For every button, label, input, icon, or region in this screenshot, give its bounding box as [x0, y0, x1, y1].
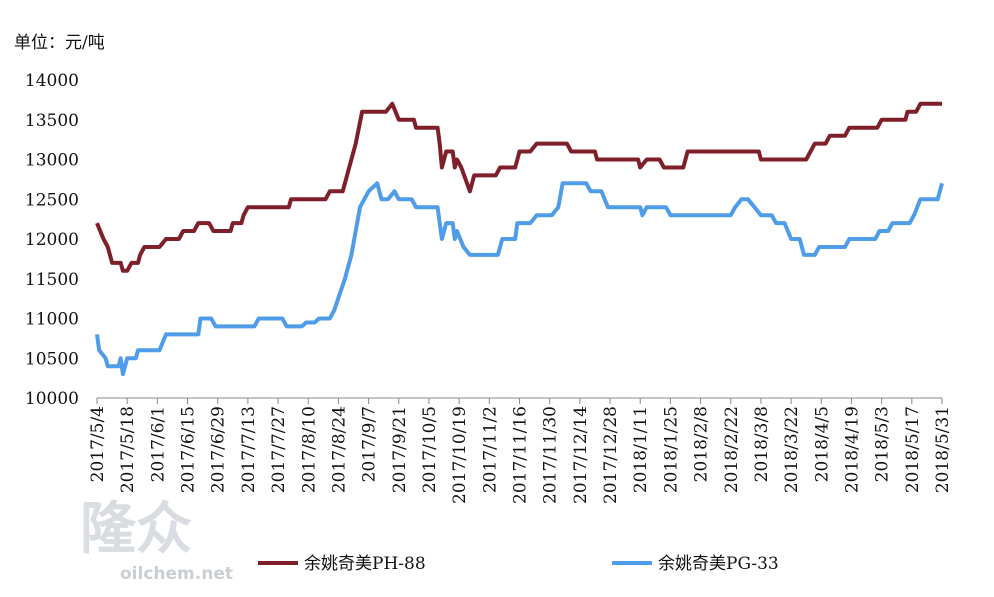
- y-tick-label: 12000: [25, 230, 79, 250]
- x-tick-label: 2017/7/27: [269, 406, 289, 493]
- y-tick-label: 12500: [25, 190, 79, 210]
- series-line: [95, 101, 942, 273]
- x-tick-label: 2017/11/30: [541, 406, 561, 504]
- x-tick-label: 2017/11/16: [511, 406, 531, 504]
- x-tick-label: 2017/6/29: [209, 406, 229, 493]
- x-tick-label: 2017/6/15: [179, 406, 199, 493]
- y-tick-label: 10500: [25, 349, 79, 369]
- x-tick-label: 2017/10/19: [450, 406, 470, 504]
- x-tick-label: 2018/3/22: [782, 406, 802, 493]
- y-tick-label: 10000: [25, 389, 79, 409]
- series-line: [95, 181, 944, 377]
- x-tick-label: 2018/5/31: [933, 406, 953, 493]
- y-tick-label: 11500: [25, 270, 79, 290]
- x-tick-label: 2017/7/13: [239, 406, 259, 493]
- x-tick-label: 2018/2/8: [692, 406, 712, 482]
- x-tick-label: 2018/1/25: [661, 406, 681, 493]
- x-tick-label: 2017/6/1: [148, 406, 168, 482]
- legend-label: 余姚奇美PH-88: [304, 554, 426, 574]
- y-tick-label: 13500: [25, 111, 79, 131]
- x-tick-label: 2017/8/24: [329, 406, 349, 493]
- watermark-url: oilchem.net: [120, 564, 233, 584]
- x-tick-label: 2018/5/17: [903, 406, 923, 493]
- x-tick-label: 2018/4/5: [812, 406, 832, 482]
- x-tick-label: 2017/5/4: [88, 406, 108, 482]
- watermark: 隆众: [80, 496, 192, 562]
- x-tick-label: 2017/9/7: [360, 406, 380, 482]
- x-tick-label: 2017/8/10: [299, 406, 319, 493]
- y-axis-label: 单位：元/吨: [14, 33, 105, 53]
- x-tick-label: 2017/9/21: [390, 406, 410, 493]
- x-tick-label: 2017/12/14: [571, 406, 591, 504]
- x-tick-label: 2017/12/28: [601, 406, 621, 504]
- y-tick-label: 13000: [25, 151, 79, 171]
- x-tick-label: 2017/11/2: [480, 406, 500, 493]
- x-tick-label: 2018/1/11: [631, 406, 651, 493]
- y-tick-label: 11000: [25, 310, 79, 330]
- legend-label: 余姚奇美PG-33: [658, 554, 779, 574]
- x-tick-label: 2017/10/5: [420, 406, 440, 493]
- x-tick-label: 2017/5/18: [118, 406, 138, 493]
- y-tick-label: 14000: [25, 71, 79, 91]
- x-tick-label: 2018/2/22: [722, 406, 742, 493]
- x-tick-label: 2018/4/19: [842, 406, 862, 493]
- x-tick-label: 2018/3/8: [752, 406, 772, 482]
- x-tick-label: 2018/5/3: [873, 406, 893, 482]
